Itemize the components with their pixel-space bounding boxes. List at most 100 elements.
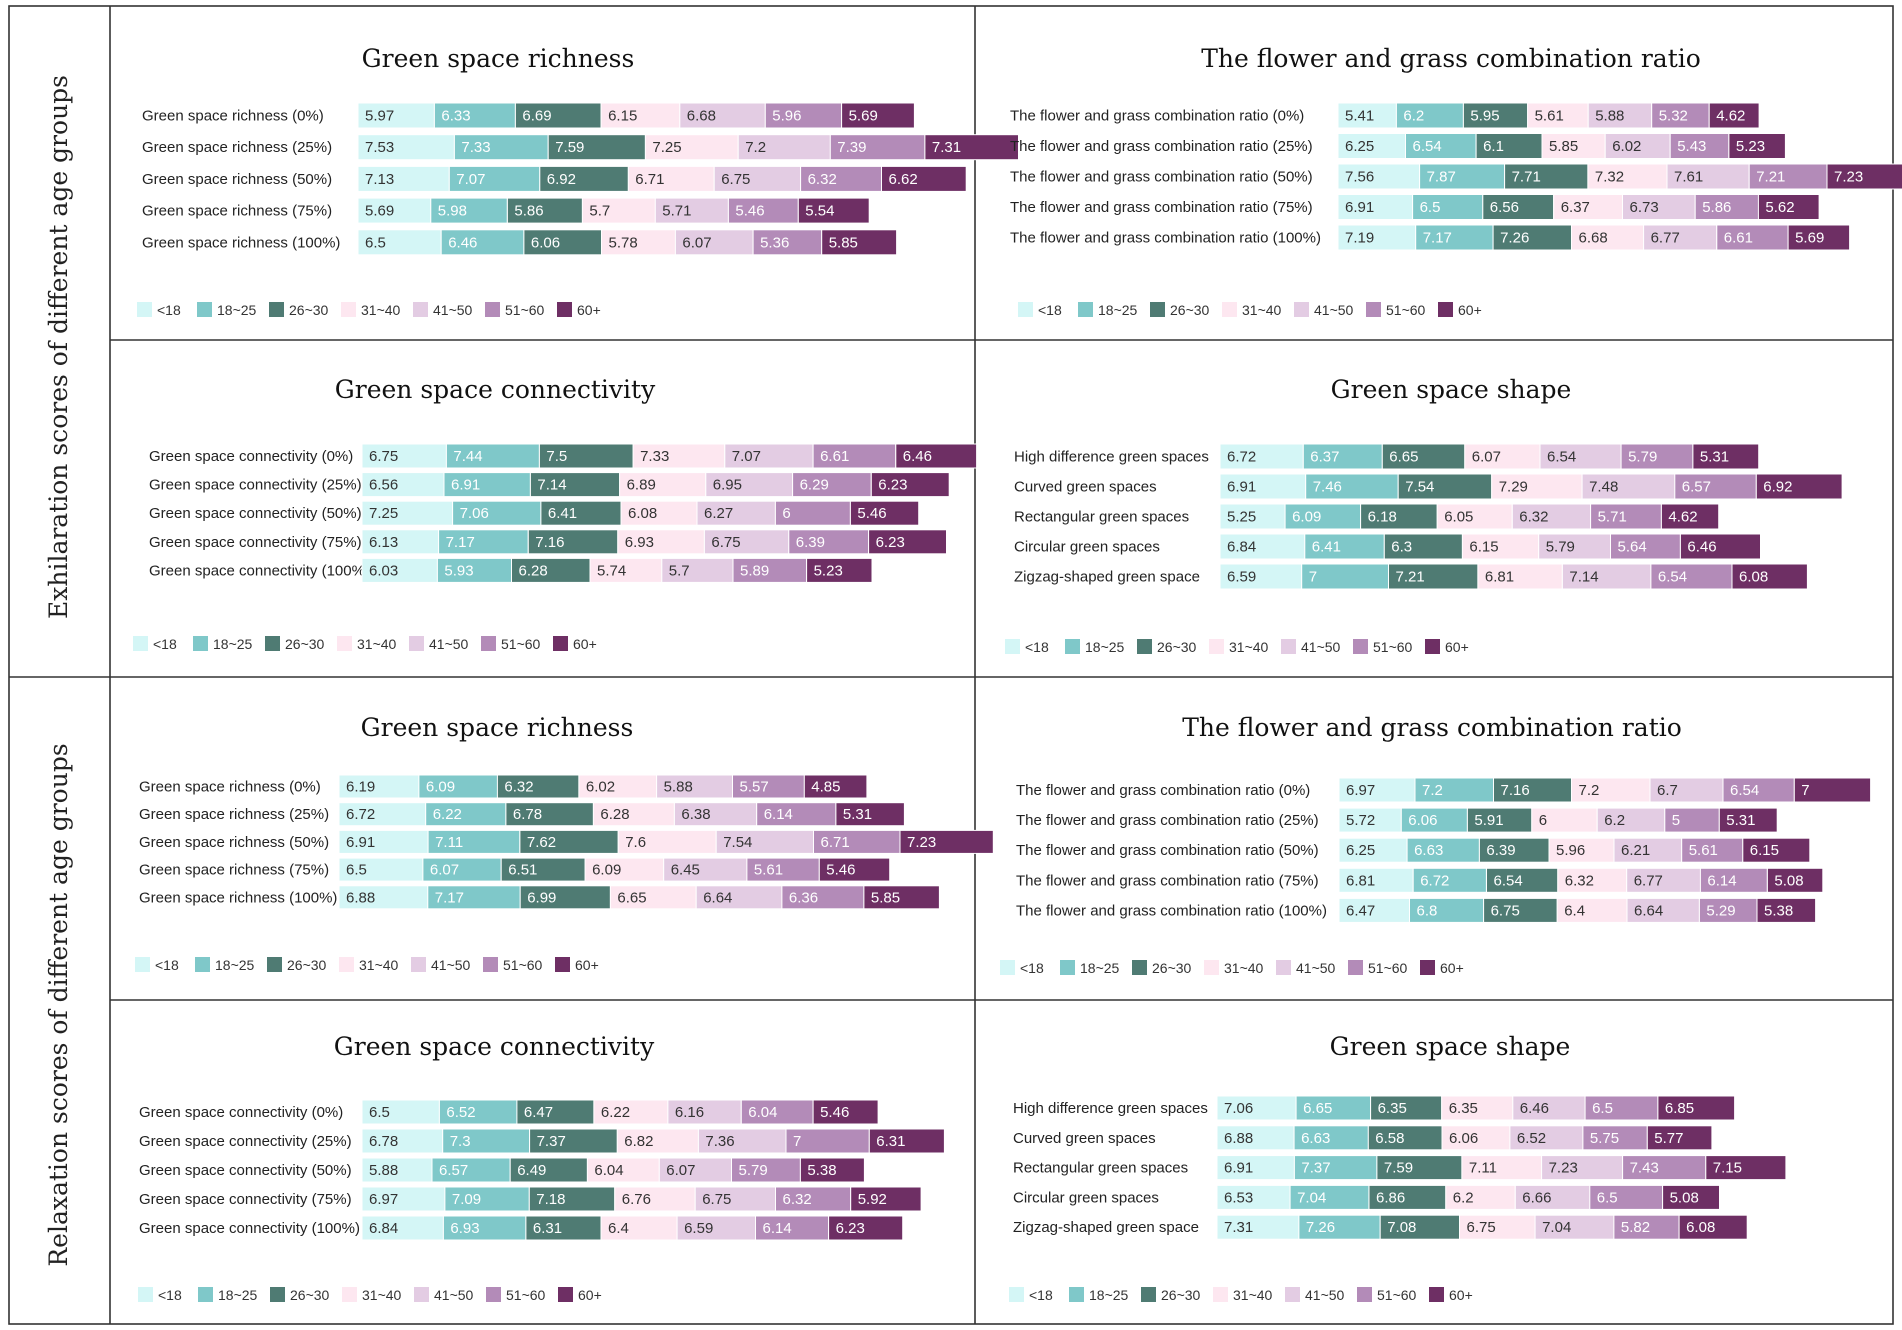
bar-segment [581, 197, 656, 224]
category-label: Green space connectivity (25%) [149, 477, 362, 494]
value-label: 5.79 [739, 1162, 768, 1179]
value-label: 5.25 [1227, 509, 1256, 526]
value-label: 7.11 [1469, 1160, 1497, 1177]
bar-segment [448, 165, 541, 192]
value-label: 6.04 [748, 1104, 777, 1121]
legend-label: 18~25 [1089, 1287, 1129, 1303]
panel-exhilaration-richness: Green space richness Green space richnes… [137, 44, 1020, 318]
legend-swatch [1281, 639, 1296, 654]
value-label: 7.37 [1301, 1160, 1330, 1177]
value-label: 6.4 [608, 1220, 629, 1237]
bar-segment [1626, 897, 1700, 923]
bar-segment [1388, 563, 1479, 590]
legend-label: 60+ [573, 636, 597, 652]
legend-swatch [1420, 960, 1435, 975]
bar-segment [453, 134, 549, 161]
value-label: 6.95 [713, 477, 742, 494]
panel-title: Green space shape [1331, 375, 1572, 404]
bar-segment [620, 500, 698, 526]
bar-segment [1414, 777, 1494, 803]
category-label: Green space connectivity (100%) [139, 1220, 360, 1237]
legend-swatch [339, 957, 354, 972]
value-label: 6.14 [1707, 872, 1736, 889]
value-label: 6.54 [1494, 872, 1523, 889]
value-label: 6.18 [1368, 509, 1397, 526]
value-label: 6.54 [1658, 569, 1687, 586]
value-label: 6.56 [369, 477, 398, 494]
bar-segment [1718, 807, 1778, 833]
legend-label: 51~60 [1377, 1287, 1417, 1303]
panel-relaxation-richness: Green space richness Green space richnes… [135, 713, 994, 973]
panel-title: Green space connectivity [335, 375, 656, 404]
bar-segment [1504, 163, 1589, 190]
bar-row: The flower and grass combination ratio (… [1010, 163, 1902, 190]
legend-swatch [1132, 960, 1147, 975]
value-label: 5.61 [1689, 842, 1718, 859]
category-label: Curved green spaces [1013, 1130, 1156, 1147]
value-label: 6.84 [1227, 539, 1256, 556]
value-label: 7.59 [1384, 1160, 1413, 1177]
bar-segment [1604, 133, 1671, 159]
value-label: 6.38 [681, 806, 710, 823]
panel-title: Green space richness [361, 713, 634, 742]
value-label: 5.96 [772, 108, 801, 125]
value-label: 6.46 [903, 448, 932, 465]
bar-segment [1397, 473, 1493, 500]
value-label: 6.08 [1739, 569, 1768, 586]
bar-segment [1338, 777, 1416, 803]
panel-relaxation-shape: Green space shape High difference green … [1009, 1032, 1787, 1303]
legend-label: 41~50 [431, 957, 471, 973]
category-label: The flower and grass combination ratio (… [1010, 108, 1304, 125]
bar-segment [1219, 563, 1303, 590]
legend-swatch [341, 302, 356, 317]
value-label: 6.32 [1519, 509, 1548, 526]
bar-segment [1301, 563, 1389, 590]
value-label: 6.08 [1686, 1219, 1715, 1236]
bar-segment [1793, 777, 1872, 803]
legend-swatch [265, 636, 280, 651]
legend-swatch [1005, 639, 1020, 654]
bar-segment [1405, 133, 1477, 159]
bar-segment [1571, 777, 1651, 803]
bar-segment [357, 197, 432, 224]
category-label: Green space richness (25%) [139, 806, 329, 823]
value-label: 7.43 [1630, 1160, 1659, 1177]
value-label: 6.06 [1449, 1130, 1478, 1147]
value-label: 6.23 [836, 1220, 865, 1237]
value-label: 5.88 [664, 779, 693, 796]
value-label: 7.19 [1345, 230, 1374, 247]
value-label: 5.08 [1670, 1189, 1699, 1206]
value-label: 6.91 [1224, 1160, 1253, 1177]
legend-swatch [1141, 1287, 1156, 1302]
category-label: Green space connectivity (0%) [149, 448, 353, 465]
value-label: 6.88 [346, 889, 375, 906]
value-label: 7.09 [452, 1191, 481, 1208]
bar-segment [1534, 1214, 1615, 1240]
value-label: 6.76 [622, 1191, 651, 1208]
bar-segment [1787, 224, 1851, 251]
bar-row: Zigzag-shaped green space 6.59 7 7.21 6.81 7.… [1014, 563, 1808, 590]
category-label: Green space connectivity (0%) [139, 1104, 343, 1121]
bar-segment [797, 197, 870, 224]
bar-row: Circular green spaces 6.84 6.41 6.3 6.15 5.79… [1014, 533, 1762, 560]
value-label: 6.52 [446, 1104, 475, 1121]
value-label: 7.29 [1499, 479, 1528, 496]
legend-swatch [483, 957, 498, 972]
value-label: 6.35 [1449, 1100, 1478, 1117]
bar-segment [1748, 163, 1828, 190]
value-label: 6.21 [1621, 842, 1650, 859]
value-label: 6.89 [627, 477, 656, 494]
bar-row: Green space richness (75%) 6.5 6.07 6.51 6.0… [139, 857, 891, 882]
value-label: 6.32 [783, 1191, 812, 1208]
value-label: 6.66 [1522, 1189, 1551, 1206]
legend-swatch [409, 636, 424, 651]
bar-segment [792, 472, 872, 498]
bar-segment [1666, 163, 1750, 190]
value-label: 6.97 [1346, 782, 1375, 799]
legend-label: 18~25 [215, 957, 255, 973]
legend-swatch [270, 1287, 285, 1302]
bar-segment [1395, 102, 1464, 129]
bar-segment [1664, 807, 1720, 833]
panel-exhilaration-shape: Green space shape High difference green … [1005, 375, 1843, 655]
category-label: Green space connectivity (50%) [139, 1162, 352, 1179]
